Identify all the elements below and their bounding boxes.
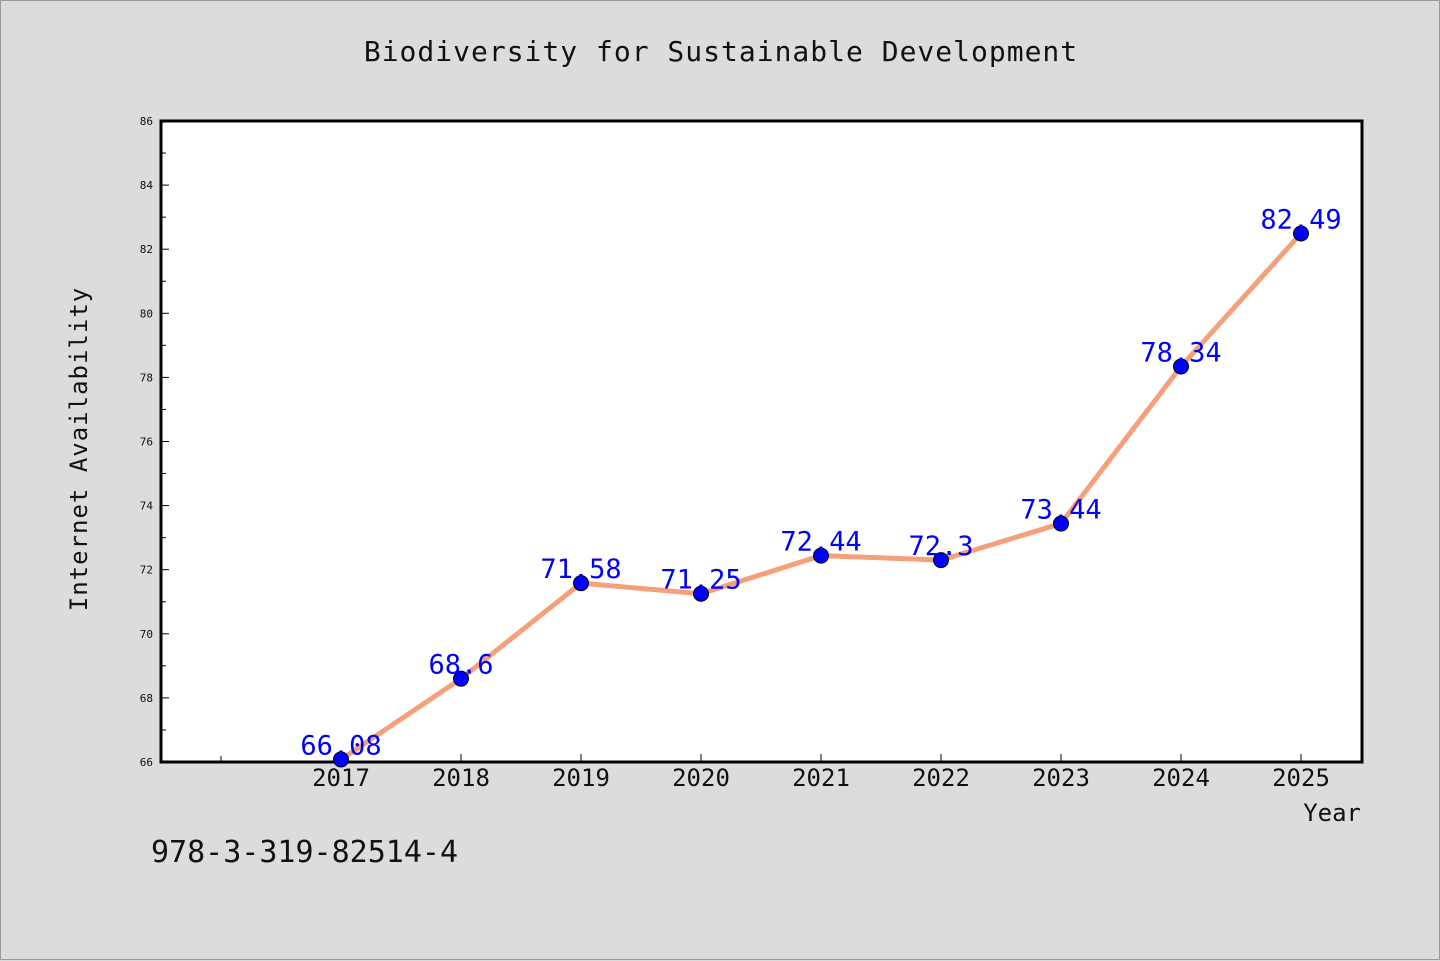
x-axis: 2017 2018 2019 2020 2021 2022 2023 2024 2025 [220, 754, 1330, 792]
data-point [573, 575, 589, 592]
y-axis: 66 68 70 72 74 76 78 80 82 84 86 [140, 115, 169, 769]
x-tick-label: 2025 [1272, 764, 1330, 792]
isbn-text: 978-3-319-82514-4 [151, 835, 459, 870]
data-label: 71.58 [540, 554, 621, 585]
x-tick-label: 2020 [672, 764, 730, 792]
x-tick-label: 2019 [552, 764, 610, 792]
y-tick-label: 76 [140, 436, 153, 449]
data-label: 72.44 [780, 527, 861, 558]
data-label: 71.25 [660, 565, 741, 596]
data-point [813, 547, 829, 564]
x-tick-label: 2018 [432, 764, 490, 792]
y-axis-label: Internet Availability [65, 287, 93, 611]
data-point [453, 670, 469, 687]
data-labels: 66.08 68.6 71.58 71.25 72.44 72.3 73.44 78.34 82… [300, 204, 1341, 761]
data-label: 68.6 [428, 650, 493, 681]
data-label: 82.49 [1260, 204, 1341, 235]
data-point [1173, 358, 1189, 375]
data-label: 66.08 [300, 730, 381, 761]
data-label: 72.3 [908, 531, 973, 562]
y-tick-label: 66 [140, 756, 153, 769]
x-tick-label: 2023 [1032, 764, 1090, 792]
y-tick-label: 86 [140, 115, 153, 128]
y-tick-label: 68 [140, 692, 153, 705]
x-tick-label: 2021 [792, 764, 850, 792]
y-tick-label: 72 [140, 564, 153, 577]
x-tick-label: 2022 [912, 764, 970, 792]
y-tick-label: 80 [140, 307, 153, 320]
data-label: 78.34 [1140, 338, 1221, 369]
y-tick-label: 78 [140, 371, 153, 384]
y-tick-label: 74 [140, 500, 154, 513]
data-point [333, 751, 349, 768]
y-tick-label: 70 [140, 628, 153, 641]
chart-title: Biodiversity for Sustainable Development [363, 35, 1079, 68]
y-tick-label: 84 [140, 179, 154, 192]
x-axis-label: Year [1303, 799, 1361, 827]
data-point [693, 585, 709, 602]
x-tick-label: 2017 [312, 764, 370, 792]
plot-area [159, 119, 1364, 764]
data-point [1053, 515, 1069, 532]
data-label: 73.44 [1020, 495, 1101, 526]
data-point [933, 552, 949, 569]
series-group [333, 225, 1309, 768]
y-tick-label: 82 [140, 243, 153, 256]
x-tick-label: 2024 [1152, 764, 1210, 792]
data-point [1293, 225, 1309, 242]
